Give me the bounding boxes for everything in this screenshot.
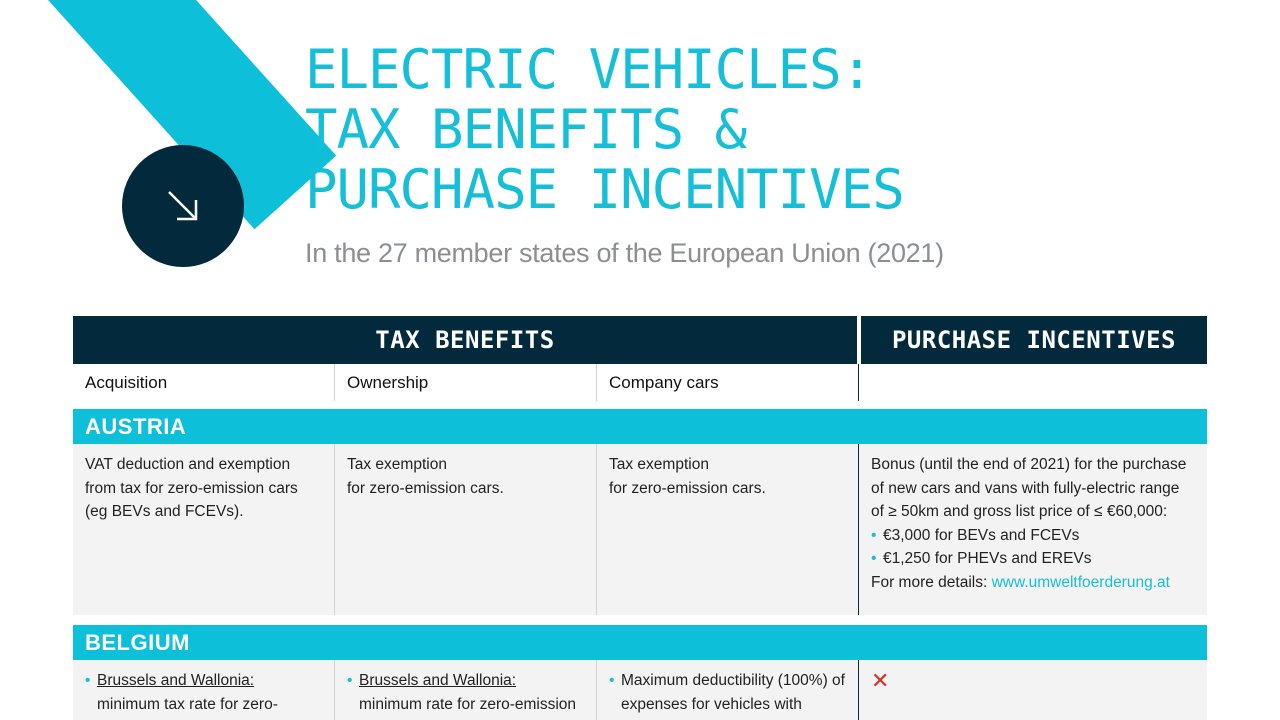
page-title: ELECTRIC VEHICLES: TAX BENEFITS & PURCHA… (305, 40, 1205, 220)
column-purchase (859, 364, 1207, 401)
austria-purchase-intro: Bonus (until the end of 2021) for the pu… (871, 456, 1187, 520)
belgium-acquisition-text: minimum tax rate for zero- (97, 695, 278, 713)
austria-acquisition: VAT deduction and exemption from tax for… (73, 444, 335, 615)
table-row: Brussels and Wallonia: minimum tax rate … (73, 660, 1207, 720)
title-line-1: ELECTRIC VEHICLES: (305, 38, 873, 101)
arrow-circle (122, 145, 244, 267)
belgium-acquisition: Brussels and Wallonia: minimum tax rate … (73, 660, 335, 720)
belgium-acquisition-region: Brussels and Wallonia: (97, 672, 255, 689)
more-details-label: For more details: (871, 573, 992, 591)
cross-icon: ✕ (871, 668, 890, 693)
arrow-down-right-icon (168, 191, 198, 221)
header-tax-benefits: TAX BENEFITS (73, 316, 857, 364)
belgium-ownership-text: minimum rate for zero-emission (359, 695, 577, 713)
belgium-purchase: ✕ (859, 660, 1207, 720)
list-item: €3,000 for BEVs and FCEVs (871, 524, 1195, 548)
umweltfoerderung-link[interactable]: www.umweltfoerderung.at (991, 573, 1170, 591)
page-subtitle: In the 27 member states of the European … (305, 238, 944, 268)
belgium-ownership-region: Brussels and Wallonia: (359, 672, 517, 689)
austria-company-line-1: Tax exemption (609, 456, 709, 473)
austria-more-details: For more details: www.umweltfoerderung.a… (871, 571, 1195, 595)
austria-company-line-2: for zero-emission cars. (609, 479, 766, 497)
austria-ownership-line-1: Tax exemption (347, 456, 447, 473)
column-acquisition: Acquisition (73, 364, 335, 401)
title-line-2: TAX BENEFITS & (305, 98, 747, 161)
austria-ownership-line-2: for zero-emission cars. (347, 479, 504, 497)
column-ownership: Ownership (335, 364, 597, 401)
list-item: Brussels and Wallonia: minimum rate for … (347, 669, 584, 716)
country-austria: AUSTRIA (73, 409, 1207, 444)
incentives-table: TAX BENEFITS PURCHASE INCENTIVES Acquisi… (73, 316, 1207, 720)
column-headers: Acquisition Ownership Company cars (73, 364, 1207, 401)
austria-purchase: Bonus (until the end of 2021) for the pu… (859, 444, 1207, 615)
column-company-cars: Company cars (597, 364, 859, 401)
title-line-3: PURCHASE INCENTIVES (305, 158, 905, 221)
header-purchase-incentives: PURCHASE INCENTIVES (861, 316, 1207, 364)
country-belgium: BELGIUM (73, 625, 1207, 660)
list-item: Brussels and Wallonia: minimum tax rate … (85, 669, 322, 716)
table-row: VAT deduction and exemption from tax for… (73, 444, 1207, 615)
belgium-company-cars: Maximum deductibility (100%) of expenses… (597, 660, 859, 720)
header-divider (857, 316, 861, 364)
list-item: Maximum deductibility (100%) of expenses… (609, 669, 846, 716)
austria-company-cars: Tax exemption for zero-emission cars. (597, 444, 859, 615)
table-header: TAX BENEFITS PURCHASE INCENTIVES (73, 316, 1207, 364)
belgium-ownership: Brussels and Wallonia: minimum rate for … (335, 660, 597, 720)
list-item: €1,250 for PHEVs and EREVs (871, 547, 1195, 571)
austria-ownership: Tax exemption for zero-emission cars. (335, 444, 597, 615)
